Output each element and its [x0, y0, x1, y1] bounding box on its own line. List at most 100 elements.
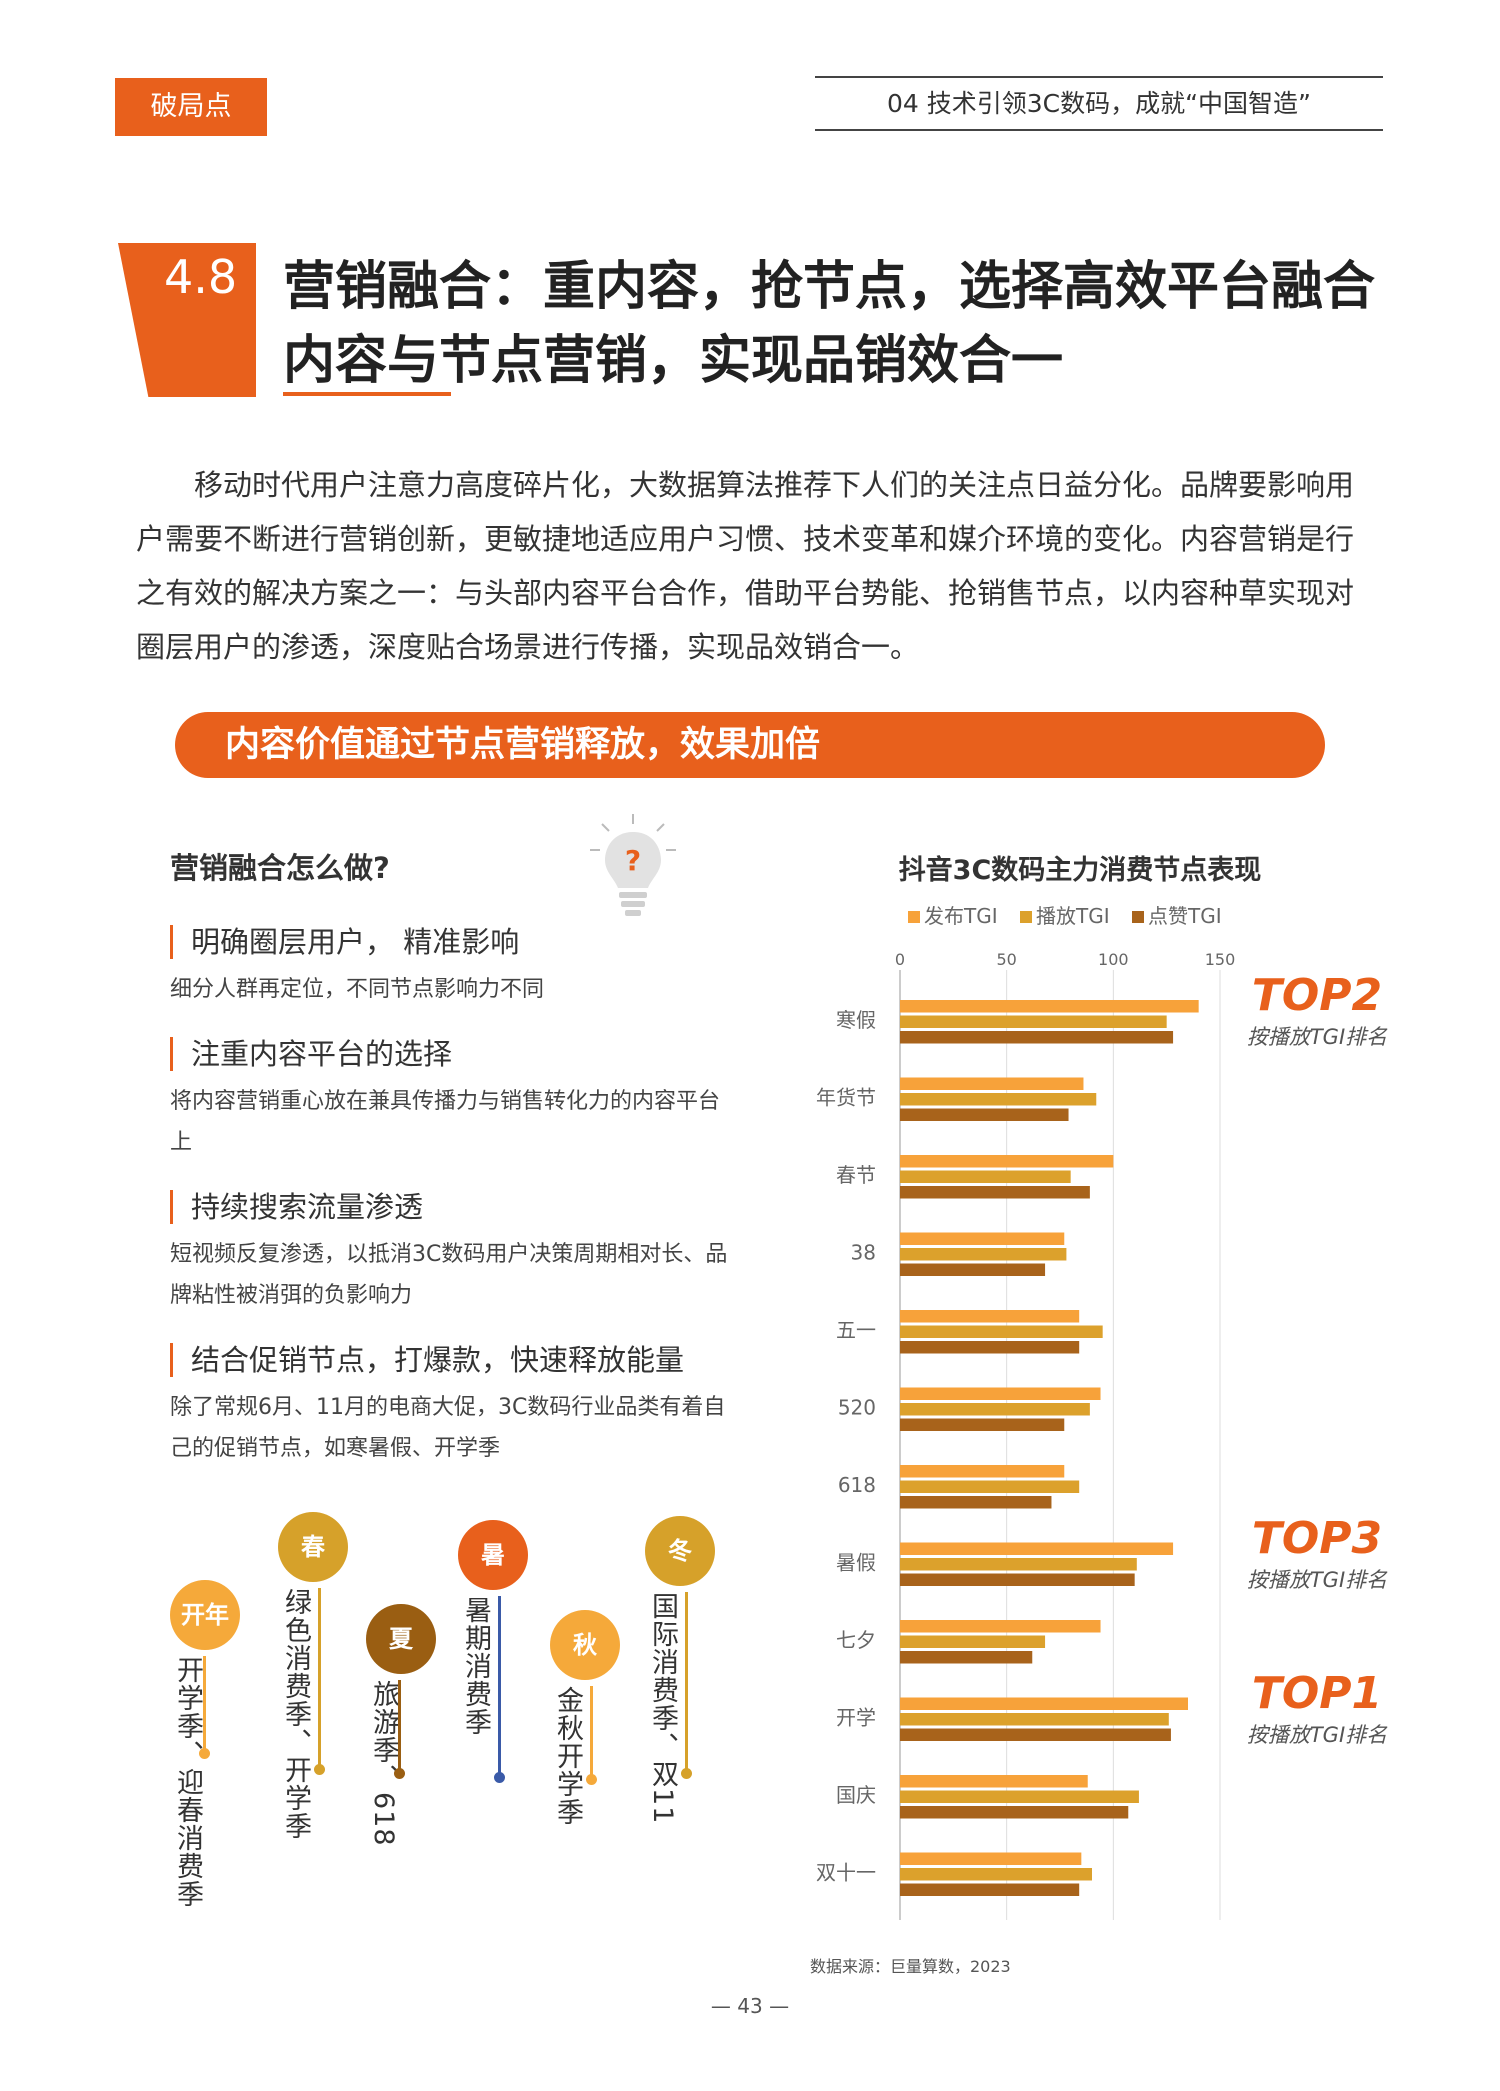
- category-label: 38: [851, 1241, 876, 1265]
- tip-description: 将内容营销重心放在兼具传播力与销售转化力的内容平台上: [170, 1089, 721, 1155]
- top-sub: 按播放TGI排名: [1246, 1722, 1388, 1747]
- tip-heading: 结合促销节点，打爆款，快速释放能量: [170, 1343, 730, 1377]
- bar: [900, 1728, 1171, 1741]
- category-label: 520: [838, 1396, 876, 1420]
- bar: [900, 1093, 1097, 1106]
- category-label: 暑假: [836, 1551, 876, 1575]
- bar: [900, 1186, 1090, 1199]
- top3-annotation: TOP3 按播放TGI排名: [1232, 1513, 1402, 1594]
- bar: [900, 1883, 1080, 1896]
- tip-description: 除了常规6月、11月的电商大促，3C数码行业品类有着自己的促销节点，如寒暑假、开…: [170, 1395, 726, 1461]
- legend-swatch: [1132, 911, 1144, 923]
- category-label: 双十一: [816, 1861, 876, 1885]
- bar: [900, 1310, 1080, 1323]
- bar: [900, 1170, 1071, 1183]
- category-label: 开学: [836, 1706, 876, 1730]
- bar: [900, 1155, 1114, 1168]
- bar: [900, 1496, 1052, 1509]
- data-source: 数据来源：巨量算数，2023: [810, 1957, 1011, 1976]
- legend-label: 点赞TGI: [1148, 904, 1222, 928]
- season-circle: 暑: [458, 1520, 528, 1590]
- left-column-title: 营销融合怎么做?: [170, 851, 390, 885]
- bar: [900, 1713, 1169, 1726]
- bar: [900, 1620, 1101, 1633]
- bar: [900, 1015, 1167, 1028]
- bar: [900, 1635, 1046, 1648]
- tip-item-1: 明确圈层用户， 精准影响 细分人群再定位，不同节点影响力不同: [170, 925, 730, 1010]
- bar: [900, 1542, 1174, 1555]
- section-banner: 内容价值通过节点营销释放，效果加倍: [175, 712, 1325, 778]
- bar: [900, 1465, 1065, 1478]
- bar: [900, 1108, 1069, 1121]
- season-dong: 冬 国际消费季、双11: [645, 1516, 715, 1824]
- tip-heading: 注重内容平台的选择: [170, 1037, 730, 1071]
- top-label: TOP1: [1251, 1667, 1383, 1719]
- legend-swatch: [1020, 911, 1032, 923]
- season-circle: 开年: [170, 1580, 240, 1650]
- x-tick-label: 50: [996, 950, 1016, 969]
- season-text: 开学季、迎春消费季: [172, 1656, 203, 1908]
- top2-annotation: TOP2 按播放TGI排名: [1232, 970, 1402, 1051]
- bar: [900, 1248, 1067, 1261]
- tip-item-3: 持续搜索流量渗透 短视频反复渗透，以抵消3C数码用户决策周期相对长、品牌粘性被消…: [170, 1190, 730, 1316]
- season-circle: 春: [278, 1512, 348, 1582]
- bar: [900, 1418, 1065, 1431]
- x-tick-label: 150: [1205, 950, 1236, 969]
- bar: [900, 1341, 1080, 1354]
- season-text: 旅游季、618: [368, 1680, 399, 1847]
- legend-label: 播放TGI: [1036, 904, 1110, 928]
- header-chapter-title: 04 技术引领3C数码，成就“中国智造”: [886, 89, 1312, 118]
- section-title: 营销融合：重内容，抢节点，选择高效平台融合内容与节点营销，实现品销效合一: [283, 257, 1376, 391]
- tip-item-2: 注重内容平台的选择 将内容营销重心放在兼具传播力与销售转化力的内容平台上: [170, 1037, 730, 1163]
- tip-description: 短视频反复渗透，以抵消3C数码用户决策周期相对长、品牌粘性被消弭的负影响力: [170, 1242, 728, 1308]
- title-underline: [283, 392, 451, 396]
- header-rule-bottom: [815, 129, 1383, 131]
- season-text: 金秋开学季: [552, 1686, 583, 1826]
- season-kainian: 开年 开学季、迎春消费季: [170, 1580, 240, 1908]
- category-label: 618: [838, 1473, 876, 1497]
- bar: [900, 1480, 1080, 1493]
- x-tick-label: 100: [1098, 950, 1129, 969]
- bar: [900, 1852, 1082, 1865]
- category-label: 七夕: [836, 1628, 876, 1652]
- tip-heading: 持续搜索流量渗透: [170, 1190, 730, 1224]
- legend-label: 发布TGI: [924, 904, 998, 928]
- category-label: 五一: [836, 1318, 876, 1342]
- bar: [900, 1387, 1101, 1400]
- top-label: TOP2: [1251, 970, 1383, 1021]
- season-qiu: 秋 金秋开学季: [550, 1610, 620, 1826]
- bar: [900, 1697, 1188, 1710]
- x-tick-label: 0: [895, 950, 905, 969]
- tip-description: 细分人群再定位，不同节点影响力不同: [170, 977, 545, 1002]
- season-text: 国际消费季、双11: [647, 1592, 678, 1825]
- intro-paragraph: 移动时代用户注意力高度碎片化，大数据算法推荐下人们的关注点日益分化。品牌要影响用…: [136, 468, 1355, 664]
- page-number: — 43 —: [710, 1994, 790, 2018]
- season-text: 绿色消费季、开学季: [280, 1588, 311, 1840]
- legend-swatch: [908, 911, 920, 923]
- bar: [900, 1403, 1090, 1416]
- bar: [900, 1806, 1129, 1819]
- bar: [900, 1000, 1199, 1013]
- bar: [900, 1651, 1033, 1664]
- category-label: 国庆: [836, 1783, 876, 1807]
- bar: [900, 1232, 1065, 1245]
- category-label: 年货节: [816, 1086, 876, 1110]
- bulb-question-mark: ?: [625, 844, 641, 877]
- header-rule-top: [815, 76, 1383, 78]
- bar: [900, 1325, 1103, 1338]
- category-label: 春节: [836, 1163, 876, 1187]
- top1-annotation: TOP1 按播放TGI排名: [1232, 1668, 1402, 1749]
- category-label: 寒假: [836, 1008, 876, 1032]
- top-label: TOP3: [1251, 1512, 1383, 1564]
- season-chun: 春 绿色消费季、开学季: [278, 1512, 348, 1840]
- section-tag: 破局点: [115, 78, 267, 136]
- season-xia: 夏 旅游季、618: [366, 1604, 436, 1847]
- bar: [900, 1573, 1135, 1586]
- season-circle: 夏: [366, 1604, 436, 1674]
- tip-heading: 明确圈层用户， 精准影响: [170, 925, 730, 959]
- bar: [900, 1790, 1139, 1803]
- top-sub: 按播放TGI排名: [1246, 1025, 1388, 1049]
- bar: [900, 1558, 1137, 1571]
- bar: [900, 1263, 1046, 1276]
